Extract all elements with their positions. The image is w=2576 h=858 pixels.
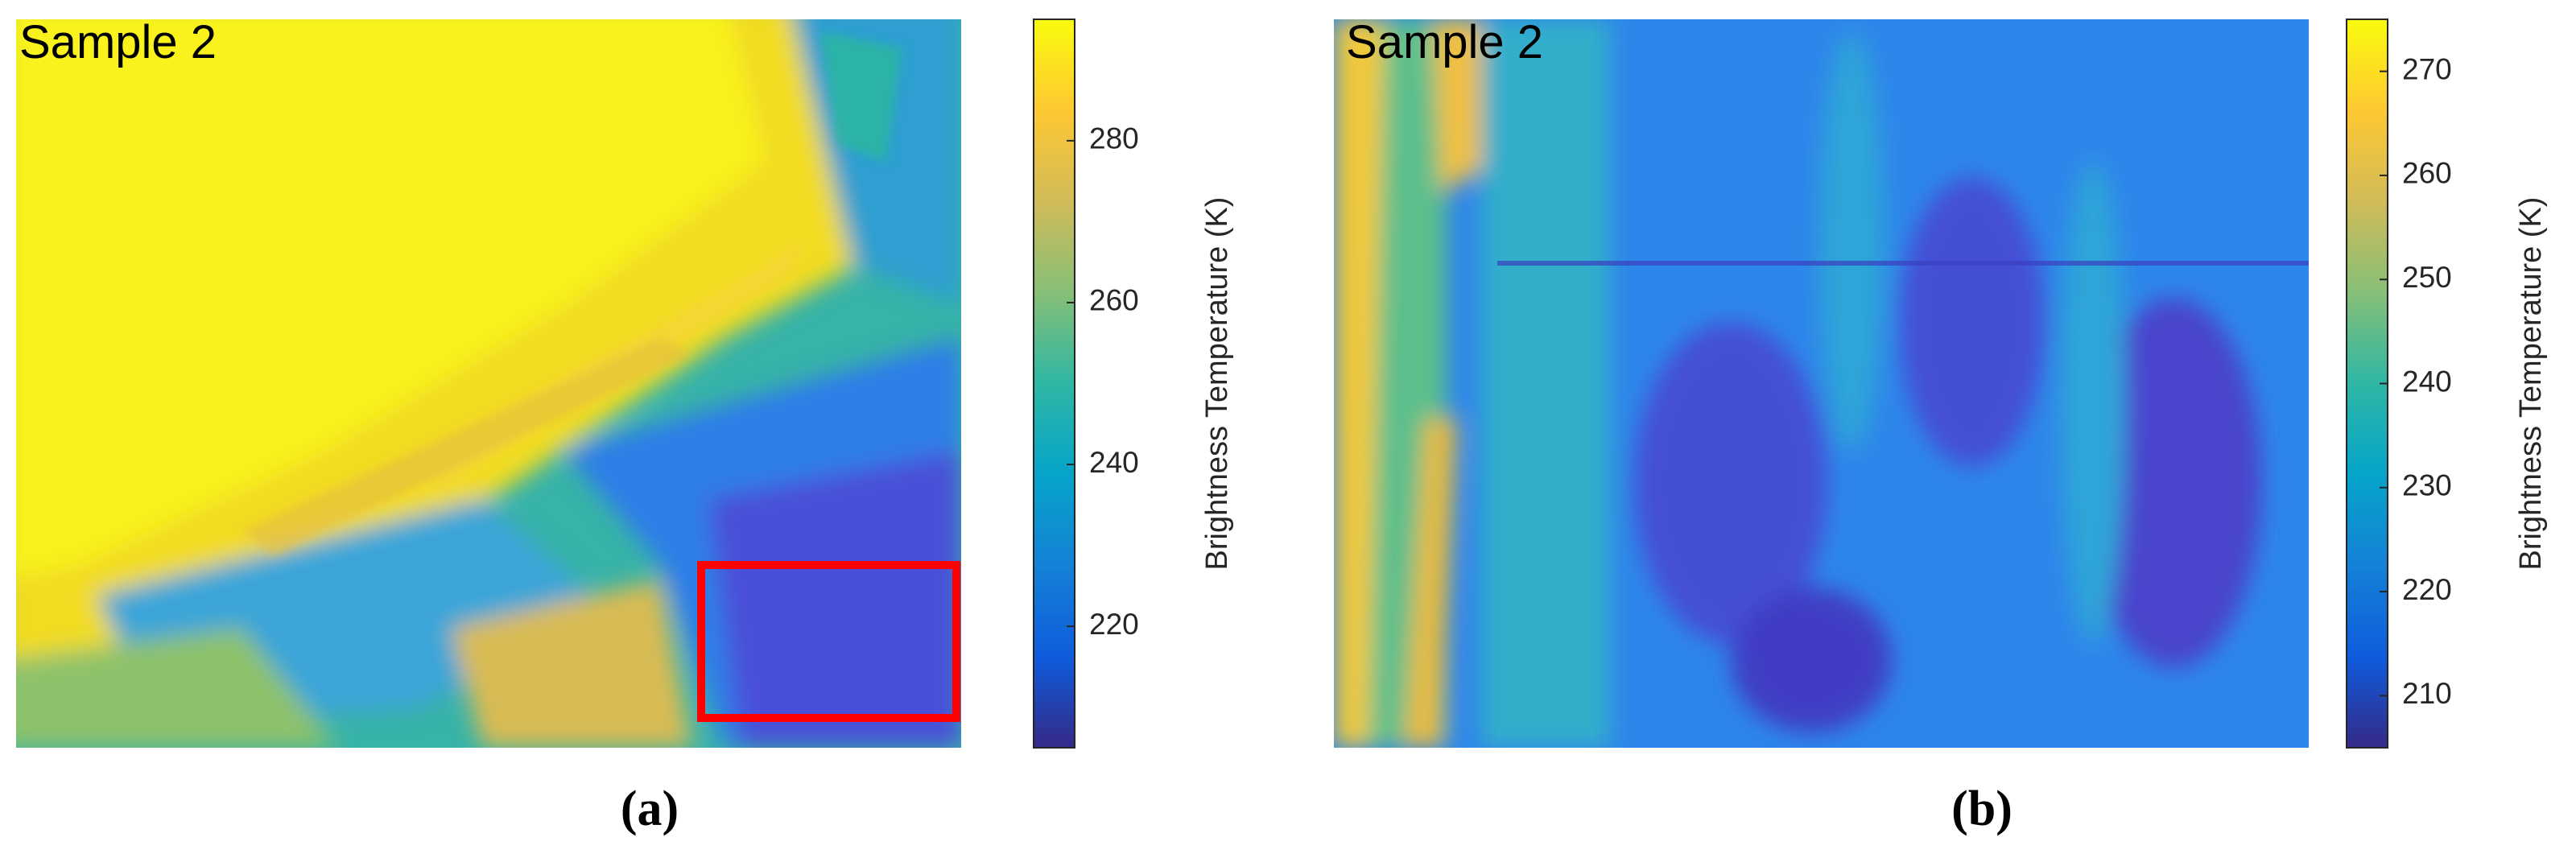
highlight-box bbox=[697, 561, 960, 722]
colorbar-tick-label: 260 bbox=[2402, 157, 2452, 190]
colorbar-tick-label: 220 bbox=[1089, 608, 1139, 641]
colorbar-tick-label: 240 bbox=[2402, 365, 2452, 398]
colorbar-label: Brightness Temperature (K) bbox=[2514, 197, 2548, 571]
colorbar-tick-label: 210 bbox=[2402, 677, 2452, 710]
colorbar-tick-label: 220 bbox=[2402, 573, 2452, 606]
panel-label: (a) bbox=[621, 782, 679, 836]
colorbar-tick-label: 230 bbox=[2402, 469, 2452, 502]
colorbar-tick-label: 240 bbox=[1089, 446, 1139, 479]
colorbar-tick-label: 260 bbox=[1089, 284, 1139, 317]
colorbar-label: Brightness Temperature (K) bbox=[1200, 197, 1234, 571]
panel-label: (b) bbox=[1951, 782, 2013, 836]
image-a bbox=[16, 19, 961, 748]
colorbar-tick-label: 280 bbox=[1089, 122, 1139, 155]
image-b bbox=[1334, 19, 2309, 748]
colorbar-tick-label: 250 bbox=[2402, 261, 2452, 294]
colorbar bbox=[1033, 19, 1075, 749]
panel-title: Sample 2 bbox=[1346, 16, 1543, 68]
panel-title: Sample 2 bbox=[19, 16, 217, 68]
colorbar-tick-label: 270 bbox=[2402, 52, 2452, 85]
